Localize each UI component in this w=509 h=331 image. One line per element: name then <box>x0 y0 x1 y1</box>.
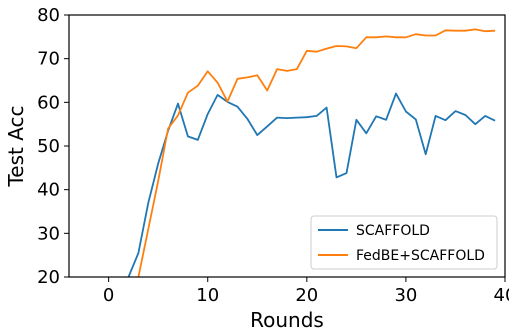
series-line-0 <box>127 92 496 277</box>
x-tick-label: 40 <box>494 285 509 306</box>
x-tick-label: 30 <box>394 285 417 306</box>
y-tick-label: 60 <box>37 92 60 113</box>
y-axis-label: Test Acc <box>4 105 28 187</box>
legend: SCAFFOLD FedBE+SCAFFOLD <box>310 215 498 270</box>
x-tick-label: 10 <box>196 285 219 306</box>
series-group <box>127 28 496 277</box>
y-axis-ticks: 20 30 40 50 60 70 80 <box>37 5 69 288</box>
y-tick-label: 40 <box>37 180 60 201</box>
y-tick-label: 50 <box>37 136 60 157</box>
x-axis-ticks: 0 10 20 30 40 <box>103 277 509 306</box>
x-tick-label: 0 <box>103 285 114 306</box>
y-tick-label: 70 <box>37 49 60 70</box>
legend-label-fedbe-scaffold: FedBE+SCAFFOLD <box>356 248 485 264</box>
y-tick-label: 30 <box>37 223 60 244</box>
x-tick-label: 20 <box>295 285 318 306</box>
legend-box <box>310 215 498 270</box>
y-tick-label: 80 <box>37 5 60 26</box>
legend-label-scaffold: SCAFFOLD <box>356 223 430 239</box>
y-tick-label: 20 <box>37 267 60 288</box>
series-line-1 <box>137 28 496 277</box>
x-axis-label: Rounds <box>250 308 324 331</box>
